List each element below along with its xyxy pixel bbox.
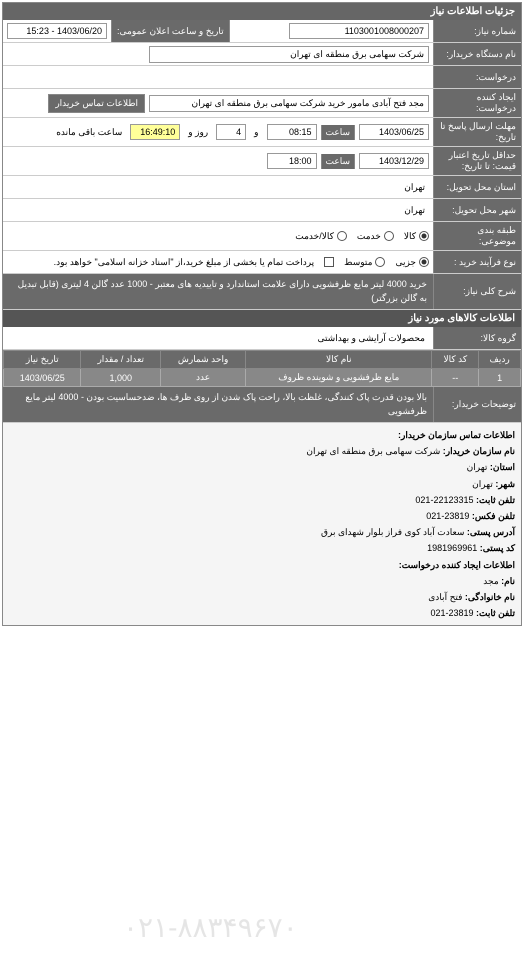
th-5: تاریخ نیاز: [4, 351, 81, 369]
panel-title: جزئیات اطلاعات نیاز: [3, 3, 521, 20]
label-process-type: نوع فرآیند خرید :: [433, 251, 521, 273]
td-0: 1: [479, 369, 521, 387]
label-creator: ایجاد کننده درخواست:: [433, 89, 521, 117]
label-time: ساعت: [321, 125, 356, 140]
td-2: مایع ظرفشویی و شوینده ظروف: [246, 369, 432, 387]
validity-time: 18:00: [267, 153, 317, 169]
process-option-0-label: جزیی: [395, 257, 416, 268]
label-days: روز و: [184, 125, 212, 140]
label-cphone: تلفن ثابت:: [476, 608, 515, 618]
label-min-validity: حداقل تاریخ اعتبار قیمت: تا تاریخ:: [433, 147, 521, 175]
packaging-option-0-label: کالا: [404, 231, 416, 242]
label-fname: نام:: [501, 576, 515, 586]
process-radio-group: جزیی متوسط پرداخت تمام یا بخشی از مبلغ خ…: [54, 257, 429, 268]
label-buyer-desc: توضیحات خریدار:: [433, 387, 521, 422]
process-option-0[interactable]: جزیی: [395, 257, 429, 268]
value-cphone: 23819-021: [430, 608, 473, 618]
label-delivery-province: استان محل تحویل:: [433, 176, 521, 198]
contact-section-title: اطلاعات تماس سازمان خریدار:: [398, 430, 515, 440]
goods-section-title: اطلاعات کالاهای مورد نیاز: [3, 310, 521, 327]
value-org-name: شرکت سهامی برق منطقه ای تهران: [306, 446, 440, 456]
deadline-time: 08:15: [267, 124, 317, 140]
radio-icon: [419, 231, 429, 241]
treasury-checkbox[interactable]: [324, 257, 334, 267]
value-postal: 1981969961: [427, 543, 477, 553]
label-address: آدرس پستی:: [467, 527, 515, 537]
th-4: تعداد / مقدار: [81, 351, 161, 369]
packaging-option-2-label: کالا/خدمت: [295, 231, 334, 242]
td-5: 1403/06/25: [4, 369, 81, 387]
watermark: ۰۲۱-۸۸۳۴۹۶۷۰: [123, 903, 298, 953]
packaging-option-1-label: خدمت: [357, 231, 381, 242]
deadline-days: 4: [216, 124, 246, 140]
radio-icon: [337, 231, 347, 241]
radio-icon: [384, 231, 394, 241]
validity-date: 1403/12/29: [359, 153, 429, 169]
td-4: 1,000: [81, 369, 161, 387]
deadline-date: 1403/06/25: [359, 124, 429, 140]
deadline-remain: 16:49:10: [130, 124, 180, 140]
process-note: پرداخت تمام یا بخشی از مبلغ خرید،از "اسن…: [54, 257, 315, 268]
td-3: عدد: [161, 369, 246, 387]
value-creator: مجد فتح آبادی مامور خرید شرکت سهامی برق …: [149, 95, 429, 112]
creator-section-title: اطلاعات ایجاد کننده درخواست:: [399, 560, 515, 570]
value-lname: فتح آبادی: [428, 592, 462, 602]
label-postal: کد پستی:: [480, 543, 515, 553]
process-option-1-label: متوسط: [344, 257, 372, 268]
buyer-desc-text: بالا بودن قدرت پاک کنندگی، غلظت بالا، را…: [3, 387, 433, 422]
radio-icon: [375, 257, 385, 267]
value-address: سعادت آباد کوی فراز بلوار شهدای برق: [321, 527, 464, 537]
contact-buyer-button[interactable]: اطلاعات تماس خریدار: [48, 94, 145, 113]
label-packaging: طبقه بندی موضوعی:: [433, 222, 521, 250]
value-delivery-city: تهران: [400, 203, 429, 218]
label-fax: تلفن فکس:: [472, 511, 515, 521]
label-phone: تلفن ثابت:: [476, 495, 515, 505]
label-request-no: شماره نیاز:: [433, 20, 521, 42]
th-3: واحد شمارش: [161, 351, 246, 369]
label-lname: نام خانوادگی:: [465, 592, 515, 602]
label-delivery-city: شهر محل تحویل:: [433, 199, 521, 221]
label-province: استان:: [490, 462, 515, 472]
radio-icon: [419, 257, 429, 267]
label-request: درخواست:: [433, 66, 521, 88]
packaging-radio-group: کالا خدمت کالا/خدمت: [295, 231, 429, 242]
label-org-name: نام سازمان خریدار:: [443, 446, 515, 456]
th-2: نام کالا: [246, 351, 432, 369]
th-0: ردیف: [479, 351, 521, 369]
table-row: 1 -- مایع ظرفشویی و شوینده ظروف عدد 1,00…: [4, 369, 521, 387]
value-delivery-province: تهران: [400, 180, 429, 195]
packaging-option-1[interactable]: خدمت: [357, 231, 394, 242]
value-request-no: 1103001008000207: [289, 23, 429, 39]
packaging-option-2[interactable]: کالا/خدمت: [295, 231, 347, 242]
label-remain: ساعت باقی مانده: [52, 125, 126, 140]
value-phone: 22123315-021: [415, 495, 473, 505]
value-fax: 23819-021: [426, 511, 469, 521]
th-1: کد کالا: [432, 351, 479, 369]
process-option-1[interactable]: متوسط: [344, 257, 385, 268]
label-deadline: مهلت ارسال پاسخ تا تاریخ:: [433, 118, 521, 146]
general-desc-text: خرید 4000 لیتر مایع ظرفشویی دارای علامت …: [3, 274, 433, 309]
value-province: تهران: [467, 462, 488, 472]
label-city: شهر:: [495, 479, 515, 489]
value-goods-group: محصولات آرایشی و بهداشتی: [313, 331, 429, 346]
value-buyer-org: شرکت سهامی برق منطقه ای تهران: [149, 46, 429, 63]
label-general-desc: شرح کلی نیاز:: [433, 274, 521, 309]
goods-table: ردیف کد کالا نام کالا واحد شمارش تعداد /…: [3, 350, 521, 387]
value-announce-date: 1403/06/20 - 15:23: [7, 23, 107, 39]
label-validity-time: ساعت: [321, 154, 356, 169]
td-1: --: [432, 369, 479, 387]
label-buyer-org: نام دستگاه خریدار:: [433, 43, 521, 65]
packaging-option-0[interactable]: کالا: [404, 231, 429, 242]
value-fname: مجد: [483, 576, 498, 586]
label-goods-group: گروه کالا:: [433, 327, 521, 349]
value-city: تهران: [472, 479, 493, 489]
label-and: و: [250, 125, 262, 140]
label-announce-date: تاریخ و ساعت اعلان عمومی:: [111, 20, 230, 42]
